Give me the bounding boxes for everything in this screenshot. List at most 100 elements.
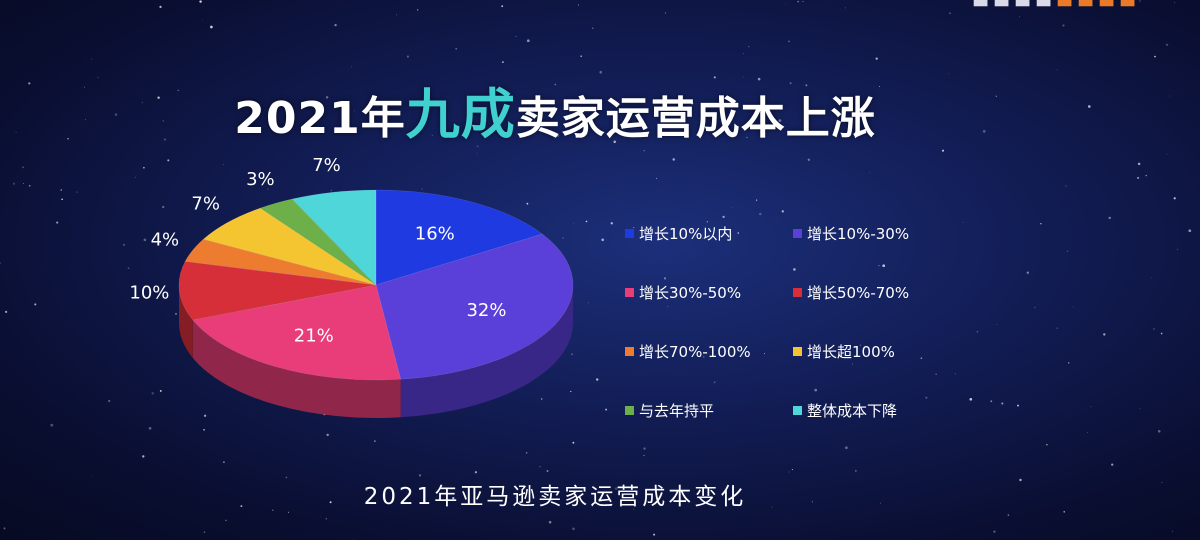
star [465,134,467,136]
star [852,363,853,365]
star [949,12,951,15]
star [1137,162,1141,166]
legend-item: 增长10%-30% [793,222,945,244]
star [757,77,761,81]
legend-swatch [625,228,634,238]
star [1151,277,1152,279]
star [452,496,455,500]
star [844,7,846,9]
legend-label: 增长10%以内 [639,224,733,243]
star [578,4,580,6]
star [781,210,784,213]
star [880,502,881,504]
star [526,39,530,43]
star [351,66,353,68]
title-highlight: 九成 [405,83,516,146]
chart-legend: 增长10%以内 增长10%-30% 增长30%-50% 增长50%-70% 增长70%-… [625,222,945,421]
pie-data-label: 32% [466,300,506,321]
pie-data-label: 7% [312,155,341,176]
star [807,158,810,161]
star [993,530,996,533]
star [177,89,179,91]
star [501,5,504,8]
legend-item: 增长70%-100% [625,340,793,362]
star [706,221,708,223]
pie-data-label: 10% [129,283,169,304]
star [167,159,170,162]
star [643,150,645,152]
star [754,126,757,130]
pie-slice-side [179,285,193,358]
legend-item: 增长超100% [793,340,945,362]
legend-item: 增长10%以内 [625,222,793,244]
star [556,134,560,137]
star [334,23,337,27]
star [748,45,750,48]
legend-swatch [793,405,802,415]
star [431,134,433,136]
star [134,176,136,178]
star [151,392,154,395]
star [855,470,857,472]
star [319,516,321,517]
star [175,313,177,315]
star [203,428,206,431]
legend-swatch [625,405,634,415]
star [84,86,85,88]
legend-label: 增长10%-30% [807,224,910,243]
star [1139,0,1141,2]
star [142,455,145,458]
star [114,113,118,116]
star [613,140,616,144]
star [163,138,167,141]
star [743,76,744,78]
star [474,471,477,474]
star [240,505,243,508]
star [713,76,716,79]
star [570,390,572,393]
pie-data-label: 3% [246,169,275,190]
star [141,101,143,104]
star [1160,332,1163,335]
pie-slice [375,189,543,286]
star [954,373,956,375]
star [667,305,669,307]
star [1062,24,1065,27]
star [223,163,224,165]
star [746,136,748,139]
star [1108,216,1111,220]
star [656,177,657,179]
star [713,381,716,384]
star [672,158,675,161]
star [329,501,332,504]
star [525,452,528,454]
star [789,82,792,85]
star [811,501,813,503]
star [526,202,529,205]
corner-watermark: ■■■■■■■■ [972,0,1140,9]
pie-slice [178,261,377,321]
star [325,517,328,520]
legend-label: 与去年持平 [639,401,715,420]
star [653,533,656,536]
star [571,353,573,356]
star [354,110,356,112]
star [127,267,130,269]
star [97,77,99,79]
star [1171,530,1174,532]
star [633,508,635,510]
star [122,243,126,247]
star [159,389,162,392]
title-prefix: 2021年 [234,93,406,144]
star [143,166,145,169]
star [601,238,604,242]
star [92,475,93,477]
star [878,265,880,267]
star [1165,43,1169,47]
star [365,489,368,492]
star [28,184,31,187]
star [554,83,557,86]
star [67,137,69,140]
star [76,191,78,193]
star [288,511,290,513]
